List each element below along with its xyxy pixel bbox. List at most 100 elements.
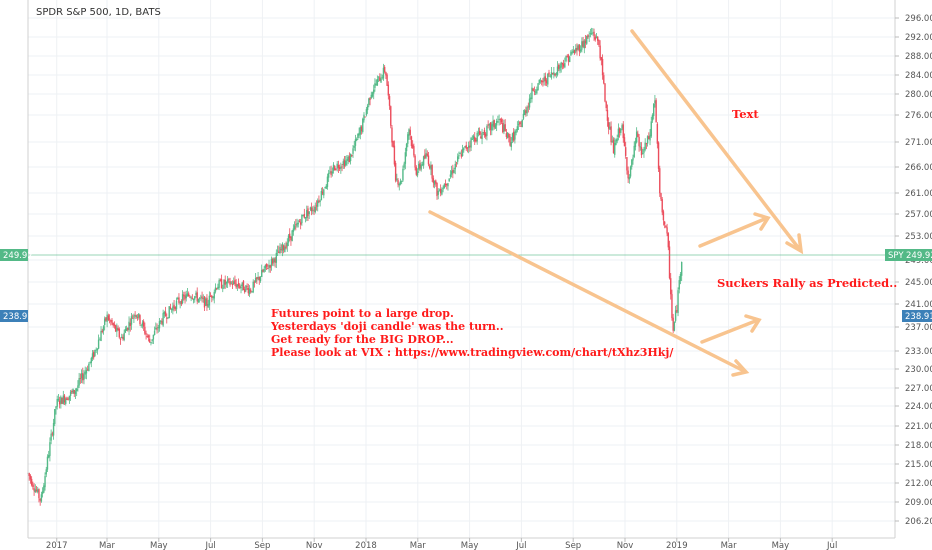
candle-up (50, 433, 52, 441)
candle-up (284, 247, 286, 253)
arrow-upper-head (785, 233, 804, 255)
candle-up (459, 153, 461, 155)
candle-down (101, 330, 103, 333)
candle-up (377, 76, 380, 78)
candle-down (411, 144, 414, 148)
candle-down (505, 133, 508, 137)
candle-down (348, 156, 351, 163)
candle-up (297, 222, 299, 225)
candle-down (369, 97, 371, 100)
candle-up (251, 291, 253, 293)
candle-up (170, 308, 173, 311)
candle-down (239, 285, 241, 289)
candle-up (652, 103, 655, 117)
candle-down (271, 259, 274, 264)
candle-up (99, 339, 101, 341)
candle-up (84, 371, 86, 375)
candle-down (391, 127, 393, 143)
y-tick-label: 215.00 (905, 460, 932, 470)
candle-down (337, 165, 340, 168)
y-tick-label: 206.20 (905, 517, 932, 527)
candle-up (264, 264, 267, 269)
candle-up (365, 109, 368, 116)
candle-down (624, 147, 627, 156)
candle-down (313, 209, 315, 211)
candle-down (256, 277, 258, 280)
candle-up (198, 298, 201, 299)
candle-down (343, 160, 346, 167)
candle-up (324, 187, 326, 189)
candle-down (385, 71, 387, 76)
candle-down (626, 157, 628, 171)
x-tick-label: Mar (721, 541, 738, 550)
candle-up (157, 327, 159, 329)
candle-down (67, 399, 69, 401)
candle-down (298, 221, 301, 223)
candle-down (149, 338, 151, 343)
candle-down (475, 139, 477, 142)
candle-up (159, 320, 162, 322)
candle-up (376, 79, 379, 86)
candle-up (531, 87, 533, 100)
candle-up (644, 142, 646, 150)
candle-down (386, 74, 388, 86)
candle-down (267, 268, 269, 269)
candle-up (631, 159, 633, 167)
candle-down (307, 208, 309, 216)
candle-down (219, 279, 222, 281)
candle-down (71, 390, 73, 392)
candle-up (471, 138, 474, 140)
spy-symbol-tag-bg (885, 249, 932, 261)
candle-up (172, 306, 174, 311)
candle-down (567, 55, 570, 62)
x-tick-label: 2018 (355, 541, 377, 550)
candle-up (312, 210, 314, 212)
candle-down (360, 126, 363, 132)
candle-up (177, 298, 179, 299)
candle-down (661, 199, 663, 213)
left-price-tag-last-bg (0, 310, 28, 322)
candle-up (270, 258, 273, 267)
candle-down (431, 165, 433, 179)
candle-down (548, 72, 550, 75)
candle-up (319, 200, 321, 202)
candle-down (504, 124, 506, 132)
candle-up (564, 62, 566, 68)
y-tick-label: 221.00 (905, 422, 932, 432)
candle-up (52, 423, 55, 436)
candle-up (230, 282, 232, 284)
candle-up (268, 264, 270, 268)
candle-up (458, 155, 460, 157)
candle-up (523, 110, 526, 115)
candle-down (61, 397, 63, 404)
candle-down (478, 130, 481, 135)
candle-up (263, 268, 265, 272)
candle-down (250, 289, 252, 293)
candle-up (430, 165, 432, 170)
candle-up (259, 277, 262, 282)
candle-up (179, 302, 181, 304)
candle-up (401, 181, 403, 182)
candle-down (562, 63, 565, 67)
x-tick-label: May (150, 541, 168, 550)
candle-up (463, 147, 465, 151)
candle-up (357, 133, 359, 139)
candle-up (56, 398, 58, 407)
candle-down (82, 373, 84, 381)
candle-down (667, 233, 669, 248)
candle-up (362, 118, 364, 132)
candle-down (265, 263, 268, 267)
candle-up (425, 153, 427, 158)
candle-down (660, 193, 662, 200)
candle-down (480, 136, 482, 139)
candle-down (393, 145, 396, 165)
candle-up (217, 286, 219, 290)
candle-up (590, 33, 593, 35)
candle-down (144, 326, 146, 334)
candle-down (113, 324, 116, 326)
candle-up (346, 159, 348, 161)
candle-up (314, 206, 316, 212)
annotation-note: Futures point to a large drop. Yesterday… (270, 307, 674, 359)
candle-up (506, 132, 509, 138)
candle-down (426, 153, 428, 156)
